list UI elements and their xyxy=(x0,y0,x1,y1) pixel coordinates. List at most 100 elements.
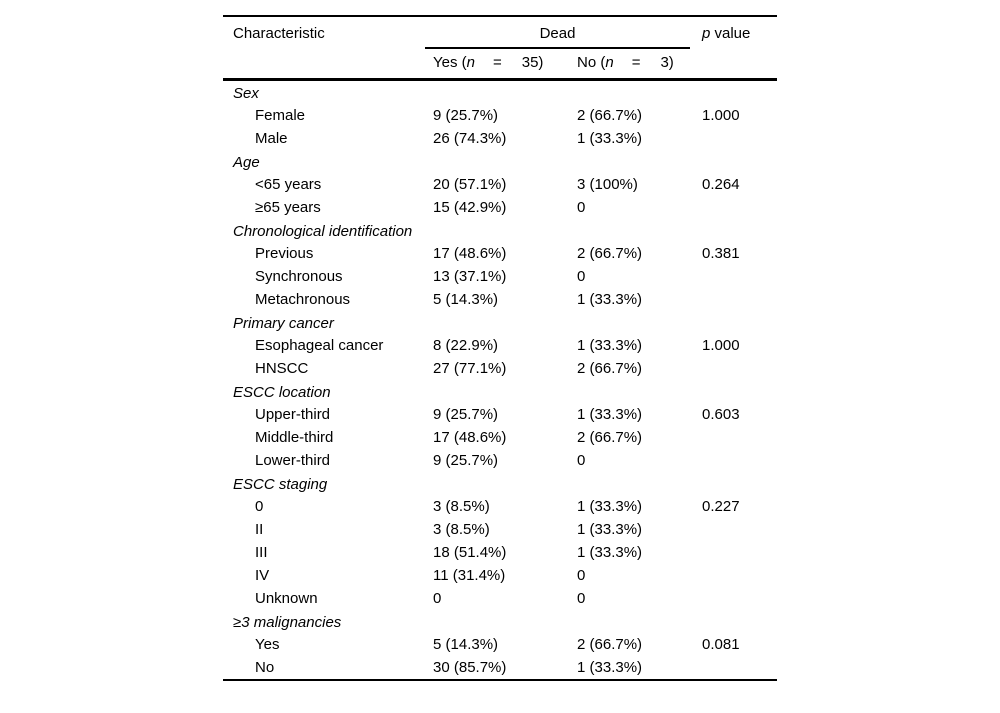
cell-p-value: 1.000 xyxy=(702,337,740,354)
group-label: Sex xyxy=(233,85,259,102)
cell-dead-yes: 9 (25.7%) xyxy=(433,406,499,423)
cell-dead-no: 1 (33.3%) xyxy=(577,521,643,538)
cell-p-value xyxy=(702,288,777,311)
table-row: Male 26 (74.3%) 1 (33.3%) xyxy=(223,127,777,150)
cell-dead-no: 1 (33.3%) xyxy=(577,544,643,561)
row-label: Esophageal cancer xyxy=(255,337,384,354)
row-label: HNSCC xyxy=(255,360,309,377)
table-row: Unknown 0 0 xyxy=(223,587,777,610)
cell-dead-yes: 15 (42.9%) xyxy=(433,199,507,216)
cell-dead-no: 1 (33.3%) xyxy=(577,130,643,147)
cell-dead-yes: 9 (25.7%) xyxy=(433,452,499,469)
cell-dead-yes: 17 (48.6%) xyxy=(433,245,507,262)
row-label: Upper-third xyxy=(255,406,331,423)
group-label: ESCC staging xyxy=(233,476,328,493)
row-label: III xyxy=(255,544,268,561)
cell-p-value xyxy=(702,357,777,380)
col-header-p-value: p value xyxy=(702,17,777,49)
cell-dead-no: 1 (33.3%) xyxy=(577,291,643,308)
row-label: Metachronous xyxy=(255,291,351,308)
row-label: Middle-third xyxy=(255,429,334,446)
group-label: ESCC location xyxy=(233,384,331,401)
row-label: Male xyxy=(255,130,288,147)
yes-prefix: Yes ( xyxy=(433,54,467,71)
cell-dead-no: 3 (100%) xyxy=(577,176,638,193)
cell-dead-yes: 17 (48.6%) xyxy=(433,429,507,446)
cell-p-value xyxy=(702,587,777,610)
cell-dead-yes: 30 (85.7%) xyxy=(433,659,507,676)
cell-dead-yes: 26 (74.3%) xyxy=(433,130,507,147)
group-row: ESCC location xyxy=(223,380,777,403)
header-row-main: Characteristic Dead p value xyxy=(223,17,777,49)
table-body: Sex Female 9 (25.7%) 2 (66.7%) 1.000 Male 26… xyxy=(223,81,777,679)
subheader-empty xyxy=(223,49,433,81)
table-row: No 30 (85.7%) 1 (33.3%) xyxy=(223,656,777,679)
table-row: Metachronous 5 (14.3%) 1 (33.3%) xyxy=(223,288,777,311)
table-row: <65 years 20 (57.1%) 3 (100%) 0.264 xyxy=(223,173,777,196)
group-row: Sex xyxy=(223,81,777,104)
cell-dead-no: 0 xyxy=(577,452,586,469)
no-count: 3) xyxy=(660,54,674,71)
header-row-sub: Yes (n = 35) No (n = 3) xyxy=(223,49,777,81)
cell-dead-yes: 18 (51.4%) xyxy=(433,544,507,561)
cell-dead-no: 0 xyxy=(577,199,586,216)
group-row: Chronological identification xyxy=(223,219,777,242)
cell-p-value xyxy=(702,426,777,449)
cell-p-value: 0.264 xyxy=(702,176,740,193)
table-row: Esophageal cancer 8 (22.9%) 1 (33.3%) 1.000 xyxy=(223,334,777,357)
table-row: Lower-third 9 (25.7%) 0 xyxy=(223,449,777,472)
cell-dead-yes: 3 (8.5%) xyxy=(433,498,490,515)
cell-dead-yes: 9 (25.7%) xyxy=(433,107,499,124)
statistics-table: Characteristic Dead p value Yes (n = 35) N… xyxy=(223,15,777,681)
group-row: Age xyxy=(223,150,777,173)
group-row: Primary cancer xyxy=(223,311,777,334)
col-header-dead: Dead xyxy=(425,17,702,49)
table-row: Upper-third 9 (25.7%) 1 (33.3%) 0.603 xyxy=(223,403,777,426)
cell-dead-no: 0 xyxy=(577,590,586,607)
cell-p-value: 0.227 xyxy=(702,498,740,515)
p-value-rest: value xyxy=(710,25,751,42)
row-label: ≥65 years xyxy=(255,199,321,216)
cell-dead-no: 0 xyxy=(577,567,586,584)
cell-dead-no: 2 (66.7%) xyxy=(577,429,643,446)
cell-dead-no: 1 (33.3%) xyxy=(577,498,643,515)
col-header-characteristic: Characteristic xyxy=(233,25,325,42)
row-label: No xyxy=(255,659,275,676)
cell-dead-no: 2 (66.7%) xyxy=(577,360,643,377)
cell-dead-yes: 0 xyxy=(433,590,442,607)
table-row: Female 9 (25.7%) 2 (66.7%) 1.000 xyxy=(223,104,777,127)
row-label: Yes xyxy=(255,636,280,653)
paper-table-container: Characteristic Dead p value Yes (n = 35) N… xyxy=(223,15,777,681)
cell-dead-yes: 20 (57.1%) xyxy=(433,176,507,193)
table-header: Characteristic Dead p value Yes (n = 35) N… xyxy=(223,17,777,81)
cell-dead-yes: 5 (14.3%) xyxy=(433,636,499,653)
cell-p-value xyxy=(702,518,777,541)
row-label: Unknown xyxy=(255,590,318,607)
table-row: Previous 17 (48.6%) 2 (66.7%) 0.381 xyxy=(223,242,777,265)
cell-dead-yes: 27 (77.1%) xyxy=(433,360,507,377)
cell-p-value xyxy=(702,196,777,219)
group-label: Chronological identification xyxy=(233,223,413,240)
table-row: IV 11 (31.4%) 0 xyxy=(223,564,777,587)
row-label: IV xyxy=(255,567,270,584)
col-subheader-yes: Yes (n = 35) xyxy=(433,49,577,81)
no-equals: = xyxy=(631,54,641,71)
cell-p-value: 0.381 xyxy=(702,245,740,262)
subheader-p-empty xyxy=(702,49,777,81)
cell-p-value xyxy=(702,449,777,472)
group-row: ESCC staging xyxy=(223,472,777,495)
yes-equals: = xyxy=(492,54,502,71)
cell-p-value xyxy=(702,564,777,587)
table-row: III 18 (51.4%) 1 (33.3%) xyxy=(223,541,777,564)
cell-dead-yes: 8 (22.9%) xyxy=(433,337,499,354)
cell-dead-yes: 11 (31.4%) xyxy=(433,567,506,584)
cell-p-value: 0.081 xyxy=(702,636,740,653)
no-prefix: No ( xyxy=(577,54,606,71)
table-row: II 3 (8.5%) 1 (33.3%) xyxy=(223,518,777,541)
cell-dead-no: 1 (33.3%) xyxy=(577,659,643,676)
table-row: Synchronous 13 (37.1%) 0 xyxy=(223,265,777,288)
cell-p-value xyxy=(702,265,777,288)
table-row: 0 3 (8.5%) 1 (33.3%) 0.227 xyxy=(223,495,777,518)
col-subheader-no: No (n = 3) xyxy=(577,49,702,81)
cell-p-value: 1.000 xyxy=(702,107,740,124)
